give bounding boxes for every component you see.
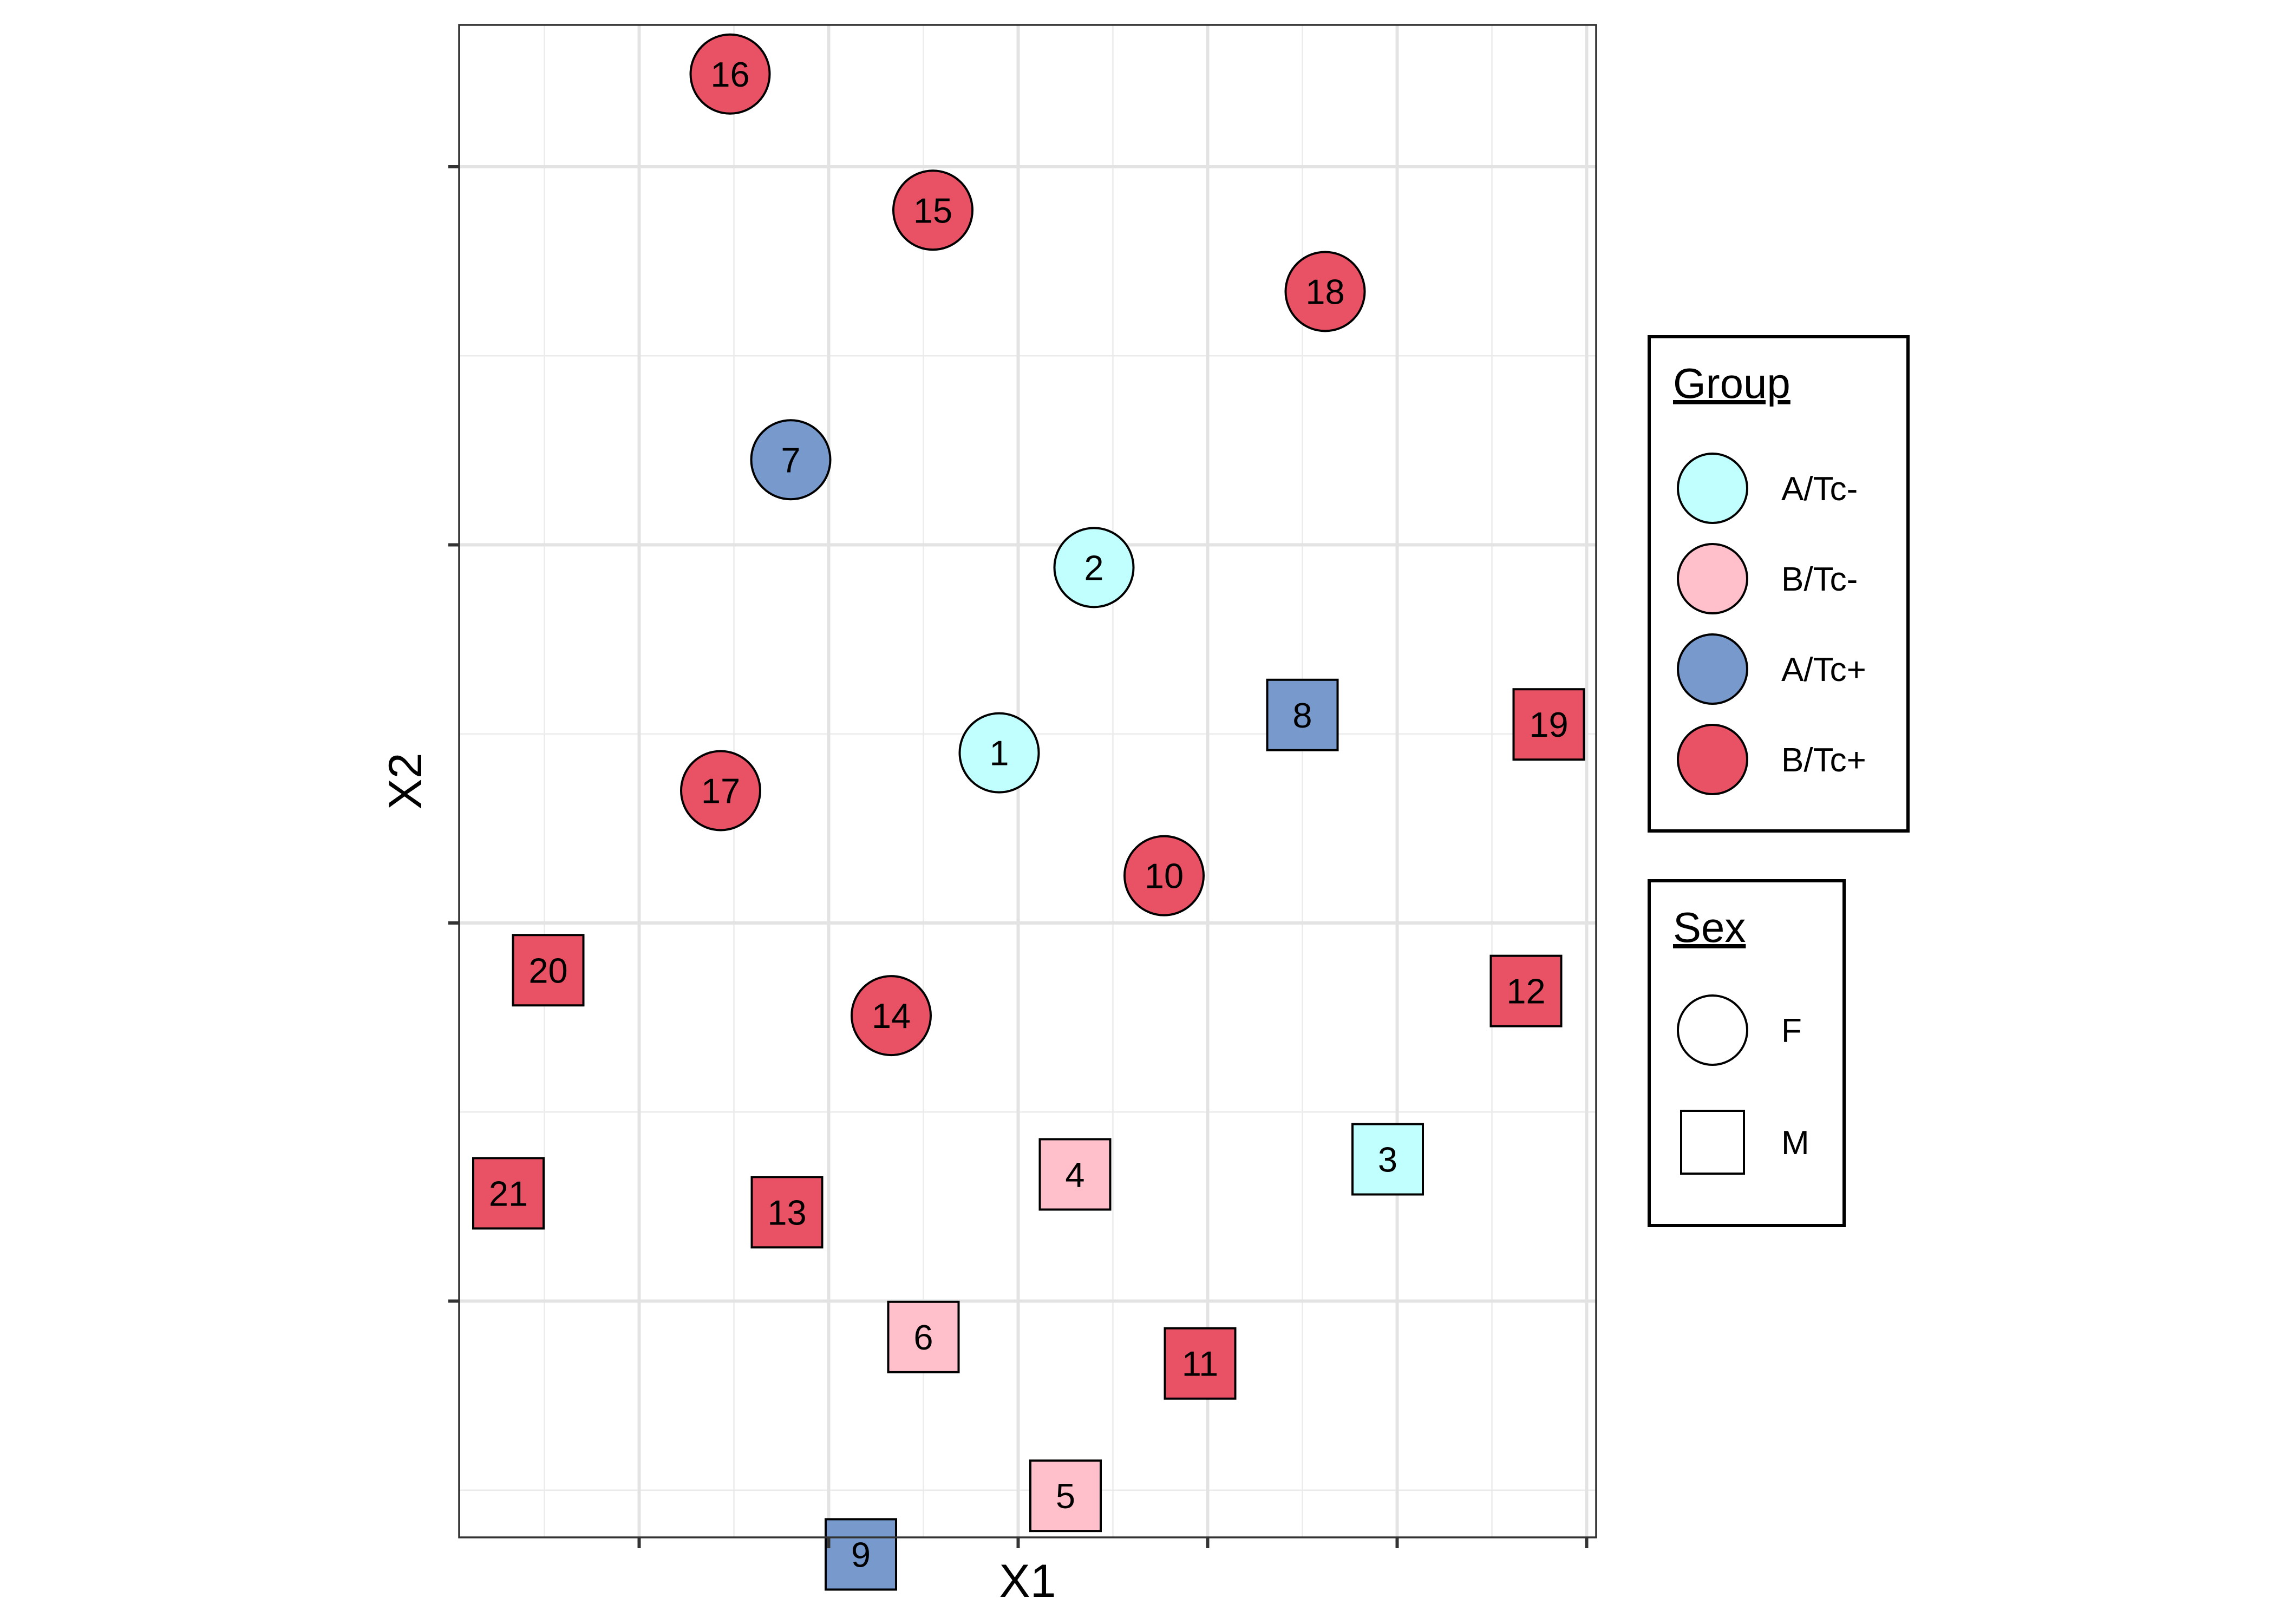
data-point: 9 bbox=[825, 1518, 897, 1591]
y-axis-title: X2 bbox=[380, 752, 432, 809]
data-point: 11 bbox=[1164, 1327, 1237, 1400]
legend-group-item: B/Tc- bbox=[1677, 543, 1858, 614]
point-label: 19 bbox=[1529, 705, 1568, 744]
point-marker-square bbox=[472, 1157, 545, 1230]
point-marker-circle bbox=[1284, 251, 1366, 332]
legend-group-label: A/Tc- bbox=[1781, 470, 1858, 508]
point-marker-square bbox=[887, 1300, 960, 1373]
point-marker-circle bbox=[750, 419, 832, 501]
legend-sex-label: F bbox=[1781, 1012, 1802, 1050]
point-marker-square bbox=[825, 1518, 897, 1591]
data-point: 17 bbox=[680, 750, 761, 831]
data-point: 8 bbox=[1266, 678, 1339, 751]
point-label: 3 bbox=[1378, 1140, 1397, 1180]
data-point: 2 bbox=[1053, 527, 1135, 608]
data-point: 21 bbox=[472, 1157, 545, 1230]
point-label: 18 bbox=[1305, 272, 1344, 311]
point-marker-square bbox=[1512, 688, 1585, 761]
legend-group-label: B/Tc+ bbox=[1781, 742, 1866, 779]
point-marker-circle bbox=[1123, 835, 1205, 916]
legend-group-title: Group bbox=[1673, 359, 1791, 407]
major-gridlines bbox=[459, 25, 1596, 1537]
data-point: 1 bbox=[958, 712, 1040, 794]
point-label: 15 bbox=[913, 191, 952, 230]
point-marker-circle bbox=[958, 712, 1040, 794]
data-point: 20 bbox=[512, 934, 585, 1007]
legend-sex-item: M bbox=[1680, 1110, 1809, 1175]
legend-group: Group A/Tc- B/Tc- A/Tc+ B/Tc+ bbox=[1648, 335, 1910, 833]
point-label: 9 bbox=[851, 1535, 871, 1574]
data-point: 14 bbox=[851, 975, 932, 1057]
legend-key-circle bbox=[1677, 633, 1748, 705]
legend-group-item: B/Tc+ bbox=[1677, 724, 1866, 795]
x-axis-ticks bbox=[637, 1537, 1589, 1548]
legend-group-item: A/Tc+ bbox=[1677, 633, 1866, 705]
data-point: 16 bbox=[689, 33, 771, 115]
legend-key-circle bbox=[1677, 453, 1748, 524]
legend-group-label: A/Tc+ bbox=[1781, 651, 1866, 689]
data-point: 6 bbox=[887, 1300, 960, 1373]
point-label: 10 bbox=[1145, 856, 1184, 896]
data-point: 10 bbox=[1123, 835, 1205, 916]
point-label: 11 bbox=[1182, 1344, 1218, 1384]
plot-panel-border bbox=[458, 24, 1597, 1538]
point-label: 20 bbox=[528, 951, 567, 990]
point-marker-square bbox=[1038, 1138, 1112, 1211]
data-point: 4 bbox=[1038, 1138, 1112, 1211]
legend-sex: Sex FM bbox=[1648, 879, 1846, 1227]
point-label: 14 bbox=[872, 996, 911, 1036]
point-marker-square bbox=[1266, 678, 1339, 751]
y-axis-ticks bbox=[448, 165, 459, 1303]
legend-key-circle bbox=[1677, 994, 1748, 1066]
point-marker-circle bbox=[892, 169, 973, 251]
point-label: 16 bbox=[710, 55, 749, 94]
point-label: 2 bbox=[1084, 548, 1103, 587]
point-marker-circle bbox=[851, 975, 932, 1057]
point-marker-square bbox=[1164, 1327, 1237, 1400]
data-point: 15 bbox=[892, 169, 973, 251]
data-point: 18 bbox=[1284, 251, 1366, 332]
legend-group-items: A/Tc- B/Tc- A/Tc+ B/Tc+ bbox=[1677, 453, 1866, 795]
point-label: 1 bbox=[989, 734, 1009, 773]
data-point: 13 bbox=[750, 1176, 824, 1249]
legend-sex-title: Sex bbox=[1673, 903, 1746, 951]
data-point: 19 bbox=[1512, 688, 1585, 761]
point-label: 13 bbox=[767, 1193, 806, 1232]
data-point: 7 bbox=[750, 419, 832, 501]
data-point: 5 bbox=[1029, 1459, 1102, 1533]
point-marker-square bbox=[750, 1176, 824, 1249]
point-marker-circle bbox=[1053, 527, 1135, 608]
point-marker-square bbox=[512, 934, 585, 1007]
point-label: 5 bbox=[1056, 1476, 1075, 1516]
data-point: 12 bbox=[1489, 954, 1563, 1027]
point-label: 6 bbox=[913, 1318, 933, 1357]
point-marker-square bbox=[1489, 954, 1563, 1027]
point-label: 4 bbox=[1065, 1155, 1084, 1194]
legend-group-item: A/Tc- bbox=[1677, 453, 1858, 524]
point-label: 12 bbox=[1506, 972, 1545, 1011]
point-marker-circle bbox=[680, 750, 761, 831]
point-label: 17 bbox=[701, 771, 740, 810]
data-point: 3 bbox=[1351, 1123, 1424, 1196]
legend-key-square bbox=[1680, 1110, 1745, 1175]
legend-group-label: B/Tc- bbox=[1781, 561, 1858, 598]
point-label: 21 bbox=[489, 1174, 528, 1213]
legend-key-circle bbox=[1677, 543, 1748, 614]
point-marker-circle bbox=[689, 33, 771, 115]
x-axis-title: X1 bbox=[999, 1555, 1056, 1607]
point-marker-square bbox=[1351, 1123, 1424, 1196]
point-marker-square bbox=[1029, 1459, 1102, 1533]
point-label: 7 bbox=[781, 440, 800, 480]
legend-sex-item: F bbox=[1677, 994, 1802, 1066]
point-label: 8 bbox=[1292, 696, 1312, 735]
legend-key-circle bbox=[1677, 724, 1748, 795]
legend-sex-items: FM bbox=[1677, 994, 1809, 1175]
legend-sex-label: M bbox=[1781, 1124, 1809, 1162]
